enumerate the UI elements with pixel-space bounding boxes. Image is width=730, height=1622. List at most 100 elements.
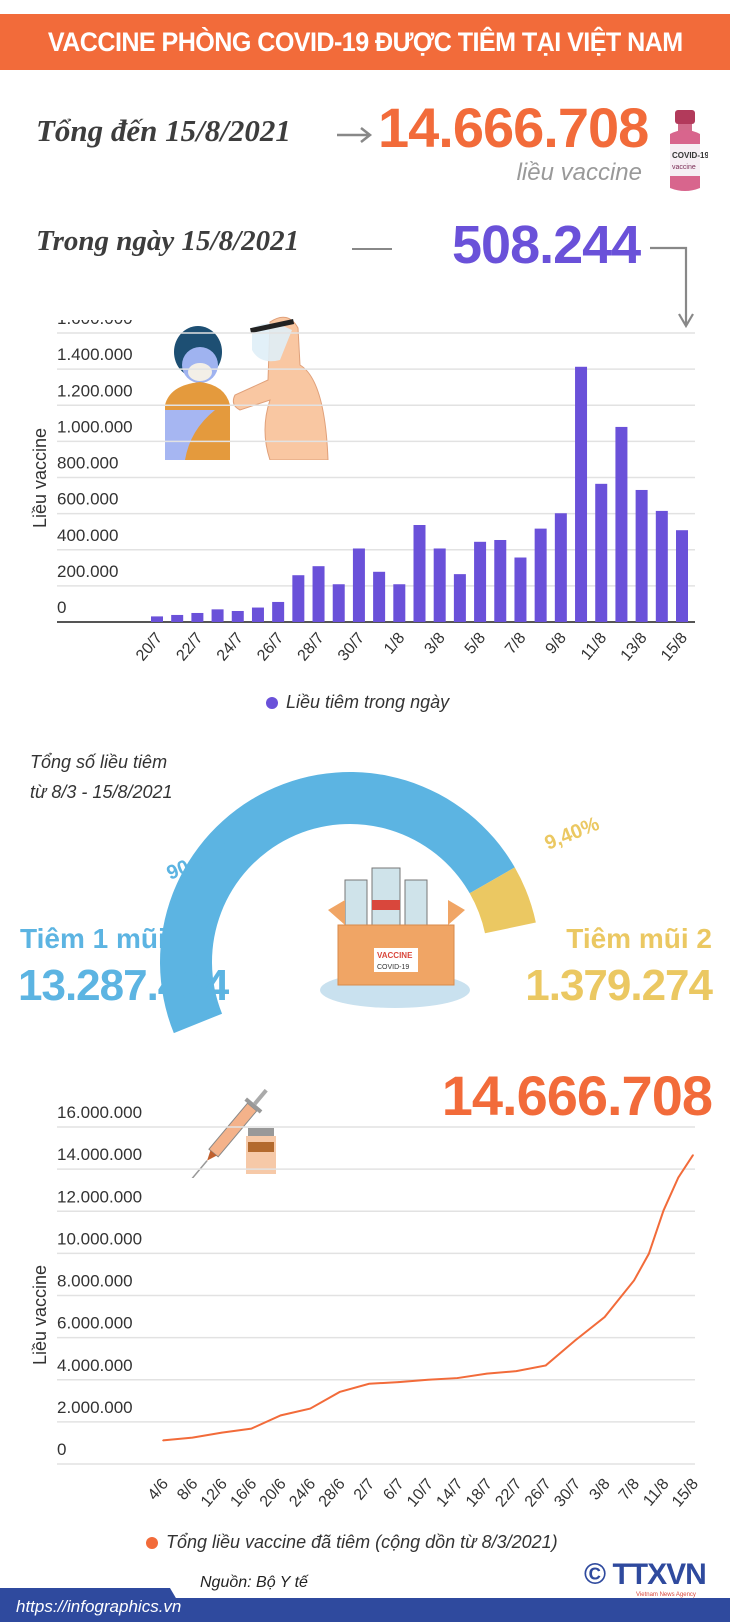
x-tick-label: 13/8 — [618, 630, 651, 665]
bar-14-8 — [655, 510, 668, 622]
x-tick-label: 3/8 — [586, 1476, 613, 1504]
data-point-9-8 — [648, 1252, 650, 1255]
data-point-10-7 — [427, 1378, 429, 1381]
x-tick-label: 26/7 — [522, 1476, 555, 1511]
x-tick-label: 14/7 — [433, 1476, 466, 1511]
x-tick-label: 12/6 — [198, 1476, 231, 1511]
y-tick-label: 16.000.000 — [57, 1103, 142, 1122]
url-tab — [0, 1588, 190, 1622]
donut-title: Tổng số liều tiêm — [30, 752, 168, 772]
vaccine-box-illustration: VACCINE COVID-19 — [320, 867, 470, 1008]
x-tick-label: 2/7 — [351, 1476, 378, 1504]
data-point-11-8 — [662, 1209, 665, 1212]
total-value: 14.666.708 — [378, 96, 649, 159]
cumulative-doses-line-chart: 0 2.000.000 4.000.000 6.000.000 8.000.000 10.… — [30, 1103, 702, 1511]
slice-percent-dose2: 9,40% — [542, 813, 603, 855]
bar-26-7 — [272, 601, 285, 622]
donut-slice-2 — [469, 867, 536, 934]
ttxvn-logo: © TTXVN — [584, 1558, 707, 1591]
bar-27-7 — [292, 575, 305, 622]
y-tick-label: 0 — [57, 1440, 66, 1459]
bar-legend-label: Liều tiêm trong ngày — [286, 692, 450, 712]
cumulative-headline: 14.666.708 — [441, 1064, 713, 1127]
line-legend: Tổng liều vaccine đã tiêm (cộng dồn từ 8… — [146, 1532, 558, 1553]
x-tick-label: 9/8 — [543, 630, 570, 658]
bar-28-7 — [312, 566, 325, 622]
data-point-15-8 — [692, 1154, 694, 1156]
y-tick-label: 200.000 — [57, 562, 118, 581]
bar-13-8 — [635, 489, 648, 622]
arrow-down-icon — [650, 246, 694, 329]
y-tick-label: 4.000.000 — [57, 1356, 133, 1375]
syringe-vial-illustration — [190, 1088, 276, 1178]
page-title: VACCINE PHÒNG COVID-19 ĐƯỢC TIÊM TẠI VIỆ… — [47, 26, 683, 57]
y-tick-label: 1.200.000 — [57, 381, 133, 400]
bar-5-8 — [474, 541, 487, 622]
x-tick-label: 22/7 — [492, 1476, 525, 1511]
daily-value: 508.244 — [452, 215, 641, 275]
daily-doses-bar-chart: 0 200.000 400.000 600.000 800.000 1.000.000 1.… — [30, 320, 695, 665]
donut-slice-1 — [159, 771, 515, 1034]
data-point-2-7 — [368, 1382, 370, 1385]
y-tick-label: 6.000.000 — [57, 1314, 133, 1333]
bar-y-axis-label: Liều vaccine — [30, 428, 50, 528]
data-point-20-6 — [279, 1414, 282, 1417]
x-tick-label: 16/6 — [227, 1476, 260, 1511]
data-point-30-7 — [574, 1339, 577, 1342]
x-tick-label: 3/8 — [421, 630, 448, 658]
cumulative-line — [162, 1154, 694, 1442]
data-point-26-7 — [544, 1364, 547, 1367]
divider-dash — [352, 248, 392, 250]
data-point-8-6 — [191, 1436, 194, 1439]
website-link[interactable]: https://infographics.vn — [16, 1597, 182, 1616]
data-point-24-6 — [309, 1407, 312, 1410]
vaccine-vial-icon: COVID-19 vaccine — [670, 110, 708, 191]
box-label-covid: COVID-19 — [377, 964, 409, 971]
dose-share-donut-chart: 90,60% 9,40% VACCINE COVID-19 — [159, 771, 603, 1034]
bar-20-7 — [151, 616, 163, 622]
svg-text:COVID-19: COVID-19 — [672, 151, 708, 160]
bar-9-8 — [554, 513, 567, 622]
dose2-value: 1.379.274 — [525, 961, 713, 1010]
x-tick-label: 28/7 — [295, 630, 328, 665]
bar-25-7 — [251, 607, 264, 622]
data-point-6-7 — [397, 1381, 400, 1383]
y-tick-label: 600.000 — [57, 490, 118, 509]
dose1-value: 13.287.434 — [18, 961, 229, 1010]
arrow-right-icon — [337, 127, 373, 143]
legend-dot-orange — [146, 1536, 158, 1549]
line-y-axis-label: Liều vaccine — [30, 1265, 50, 1365]
bar-23-7 — [211, 609, 224, 622]
y-tick-label: 1.600.000 — [57, 320, 133, 328]
line-legend-label: Tổng liều vaccine đã tiêm (cộng dồn từ 8… — [166, 1532, 558, 1552]
bar-8-8 — [534, 528, 547, 622]
data-point-4-6 — [162, 1439, 164, 1442]
bar-24-7 — [231, 610, 244, 622]
data-point-22-7 — [515, 1370, 518, 1372]
data-point-13-8 — [677, 1176, 680, 1179]
x-tick-label: 24/7 — [214, 630, 247, 665]
x-tick-label: 24/6 — [286, 1476, 319, 1511]
x-tick-label: 30/7 — [335, 630, 368, 665]
x-tick-label: 5/8 — [462, 630, 489, 658]
bar-12-8 — [615, 426, 628, 622]
bar-4-8 — [453, 574, 466, 622]
data-point-3-8 — [603, 1316, 606, 1318]
y-tick-label: 8.000.000 — [57, 1272, 133, 1291]
box-label-vaccine: VACCINE — [377, 951, 413, 960]
bar-1-8 — [393, 584, 406, 622]
bar-29-7 — [332, 584, 345, 622]
data-point-18-7 — [486, 1372, 488, 1375]
y-tick-label: 400.000 — [57, 526, 118, 545]
data-point-28-6 — [338, 1391, 341, 1393]
y-tick-label: 1.000.000 — [57, 417, 133, 436]
x-tick-label: 15/8 — [669, 1476, 702, 1511]
daily-label: Trong ngày 15/8/2021 — [36, 225, 300, 257]
bar-15-8 — [676, 530, 688, 622]
bar-22-7 — [191, 612, 204, 622]
y-tick-label: 14.000.000 — [57, 1145, 142, 1164]
total-label: Tổng đến 15/8/2021 — [36, 113, 291, 148]
data-point-7-8 — [633, 1279, 635, 1282]
x-tick-label: 30/7 — [551, 1476, 584, 1511]
x-tick-label: 1/8 — [381, 630, 408, 658]
